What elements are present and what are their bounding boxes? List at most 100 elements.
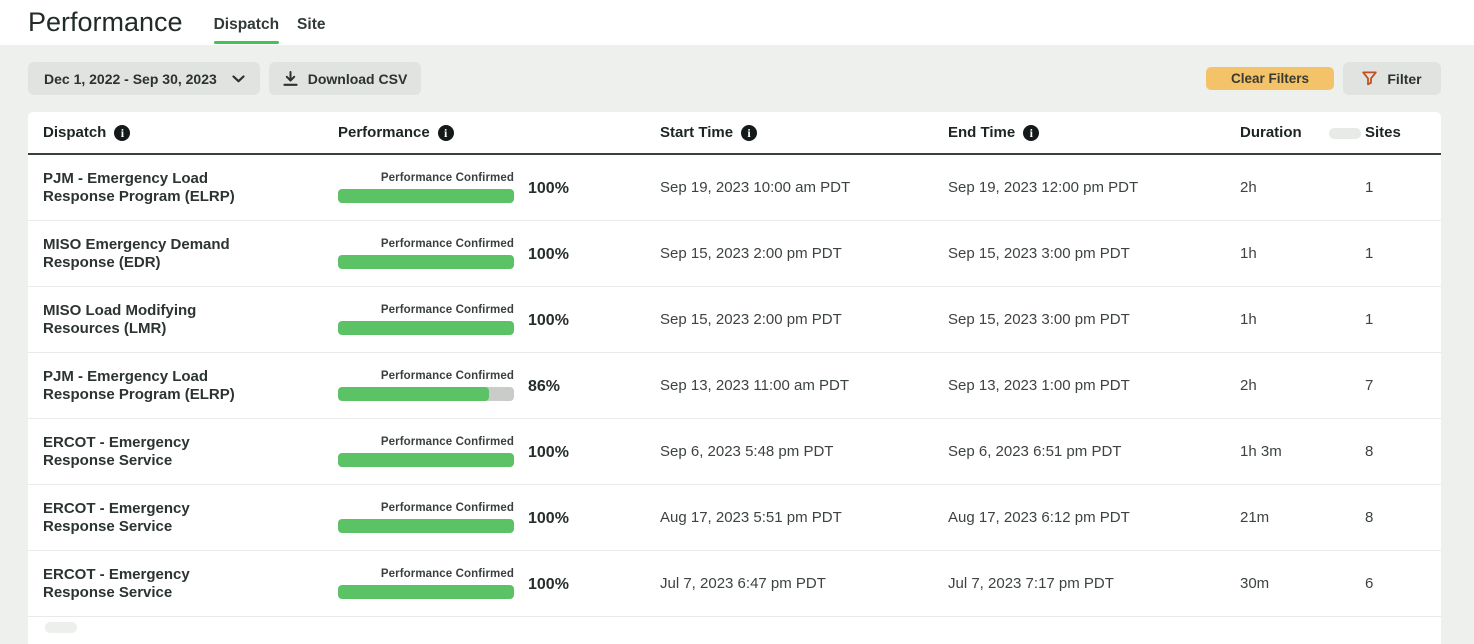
- performance-bar: [338, 585, 514, 599]
- info-icon[interactable]: i: [114, 124, 131, 141]
- column-header-end-time: End Time i: [948, 124, 1240, 141]
- performance-bar-fill: [338, 519, 514, 533]
- performance-cell: Performance Confirmed: [338, 502, 514, 533]
- performance-bar-fill: [338, 321, 514, 335]
- start-time: Jul 7, 2023 6:47 pm PDT: [660, 575, 826, 592]
- start-time: Sep 15, 2023 2:00 pm PDT: [660, 245, 842, 262]
- performance-percent: 100%: [528, 575, 569, 593]
- table-row[interactable]: MISO Load Modifying Resources (LMR) Perf…: [28, 287, 1441, 353]
- performance-cell: Performance Confirmed: [338, 436, 514, 467]
- sites-count: 7: [1365, 377, 1374, 394]
- performance-bar: [338, 321, 514, 335]
- dispatch-name: MISO Load Modifying Resources (LMR): [43, 301, 197, 337]
- end-time: Aug 17, 2023 6:12 pm PDT: [948, 509, 1130, 526]
- performance-percent: 100%: [528, 443, 569, 461]
- start-time: Sep 13, 2023 11:00 am PDT: [660, 377, 850, 394]
- dispatch-name: PJM - Emergency Load Response Program (E…: [43, 169, 235, 205]
- column-label: Sites: [1365, 124, 1401, 141]
- table-header: Dispatch i Performance i Start Time i En…: [28, 112, 1441, 155]
- column-label: Start Time: [660, 124, 734, 141]
- start-time: Sep 6, 2023 5:48 pm PDT: [660, 443, 834, 460]
- sites-count: 1: [1365, 311, 1374, 328]
- start-time: Sep 15, 2023 2:00 pm PDT: [660, 311, 842, 328]
- partial-row-pill: [45, 622, 77, 633]
- filter-label: Filter: [1387, 70, 1422, 87]
- column-header-performance: Performance i: [338, 124, 528, 141]
- performance-cell: Performance Confirmed: [338, 238, 514, 269]
- performance-bar: [338, 189, 514, 203]
- performance-status-label: Performance Confirmed: [380, 304, 514, 316]
- dispatch-name: ERCOT - Emergency Response Service: [43, 433, 190, 469]
- column-header-dispatch: Dispatch i: [43, 124, 338, 141]
- download-icon: [283, 70, 298, 87]
- download-csv-button[interactable]: Download CSV: [269, 62, 421, 95]
- filter-button[interactable]: Filter: [1343, 62, 1441, 95]
- duration: 1h 3m: [1240, 443, 1282, 460]
- table-row[interactable]: ERCOT - Emergency Response Service Perfo…: [28, 419, 1441, 485]
- performance-status-label: Performance Confirmed: [380, 238, 514, 250]
- tabs: Dispatch Site: [213, 0, 326, 45]
- end-time: Sep 6, 2023 6:51 pm PDT: [948, 443, 1122, 460]
- tab-dispatch[interactable]: Dispatch: [213, 0, 280, 45]
- end-time: Jul 7, 2023 7:17 pm PDT: [948, 575, 1114, 592]
- performance-cell: Performance Confirmed: [338, 568, 514, 599]
- sites-count: 8: [1365, 509, 1374, 526]
- table-row[interactable]: ERCOT - Emergency Response Service Perfo…: [28, 485, 1441, 551]
- performance-bar-fill: [338, 189, 514, 203]
- dispatch-name: ERCOT - Emergency Response Service: [43, 565, 190, 601]
- clear-filters-button[interactable]: Clear Filters: [1206, 67, 1334, 90]
- sites-count: 6: [1365, 575, 1374, 592]
- tab-site[interactable]: Site: [297, 15, 326, 33]
- duration: 30m: [1240, 575, 1270, 592]
- column-header-duration: Duration: [1240, 124, 1365, 141]
- duration: 1h: [1240, 311, 1257, 328]
- table-row[interactable]: PJM - Emergency Load Response Program (E…: [28, 353, 1441, 419]
- end-time: Sep 15, 2023 3:00 pm PDT: [948, 245, 1130, 262]
- toolbar: Dec 1, 2022 - Sep 30, 2023 Download CSV …: [0, 62, 1474, 95]
- info-icon[interactable]: i: [741, 124, 758, 141]
- duration: 1h: [1240, 245, 1257, 262]
- performance-cell: Performance Confirmed: [338, 304, 514, 335]
- performance-bar: [338, 453, 514, 467]
- start-time: Aug 17, 2023 5:51 pm PDT: [660, 509, 842, 526]
- performance-table: Dispatch i Performance i Start Time i En…: [28, 112, 1441, 644]
- table-row[interactable]: ERCOT - Emergency Response Service Perfo…: [28, 551, 1441, 617]
- filter-funnel-icon: [1362, 71, 1378, 86]
- column-label: End Time: [948, 124, 1016, 141]
- performance-percent: 100%: [528, 179, 569, 197]
- dispatch-name: ERCOT - Emergency Response Service: [43, 499, 190, 535]
- table-row[interactable]: MISO Emergency Demand Response (EDR) Per…: [28, 221, 1441, 287]
- chevron-down-icon: [232, 74, 245, 83]
- duration: 21m: [1240, 509, 1270, 526]
- date-range-value: Dec 1, 2022 - Sep 30, 2023: [44, 70, 217, 87]
- performance-bar-fill: [338, 387, 490, 401]
- column-header-sites: Sites: [1365, 124, 1441, 141]
- info-icon[interactable]: i: [437, 124, 454, 141]
- date-range-dropdown[interactable]: Dec 1, 2022 - Sep 30, 2023: [28, 62, 260, 95]
- performance-status-label: Performance Confirmed: [380, 568, 514, 580]
- performance-percent: 86%: [528, 377, 561, 395]
- end-time: Sep 15, 2023 3:00 pm PDT: [948, 311, 1130, 328]
- performance-status-label: Performance Confirmed: [380, 436, 514, 448]
- performance-percent: 100%: [528, 311, 569, 329]
- performance-bar-fill: [338, 585, 514, 599]
- performance-bar: [338, 387, 514, 401]
- start-time: Sep 19, 2023 10:00 am PDT: [660, 179, 851, 196]
- top-bar: Performance Dispatch Site: [0, 0, 1474, 45]
- sites-count: 1: [1365, 245, 1374, 262]
- performance-percent: 100%: [528, 245, 569, 263]
- sites-count: 1: [1365, 179, 1374, 196]
- table-body: PJM - Emergency Load Response Program (E…: [28, 155, 1441, 617]
- info-icon[interactable]: i: [1023, 124, 1040, 141]
- performance-bar: [338, 519, 514, 533]
- performance-cell: Performance Confirmed: [338, 370, 514, 401]
- performance-bar-fill: [338, 453, 514, 467]
- performance-status-label: Performance Confirmed: [380, 172, 514, 184]
- duration: 2h: [1240, 179, 1257, 196]
- performance-status-label: Performance Confirmed: [380, 370, 514, 382]
- dispatch-name: PJM - Emergency Load Response Program (E…: [43, 367, 235, 403]
- sites-count: 8: [1365, 443, 1374, 460]
- page-title: Performance: [28, 7, 183, 37]
- end-time: Sep 19, 2023 12:00 pm PDT: [948, 179, 1139, 196]
- table-row[interactable]: PJM - Emergency Load Response Program (E…: [28, 155, 1441, 221]
